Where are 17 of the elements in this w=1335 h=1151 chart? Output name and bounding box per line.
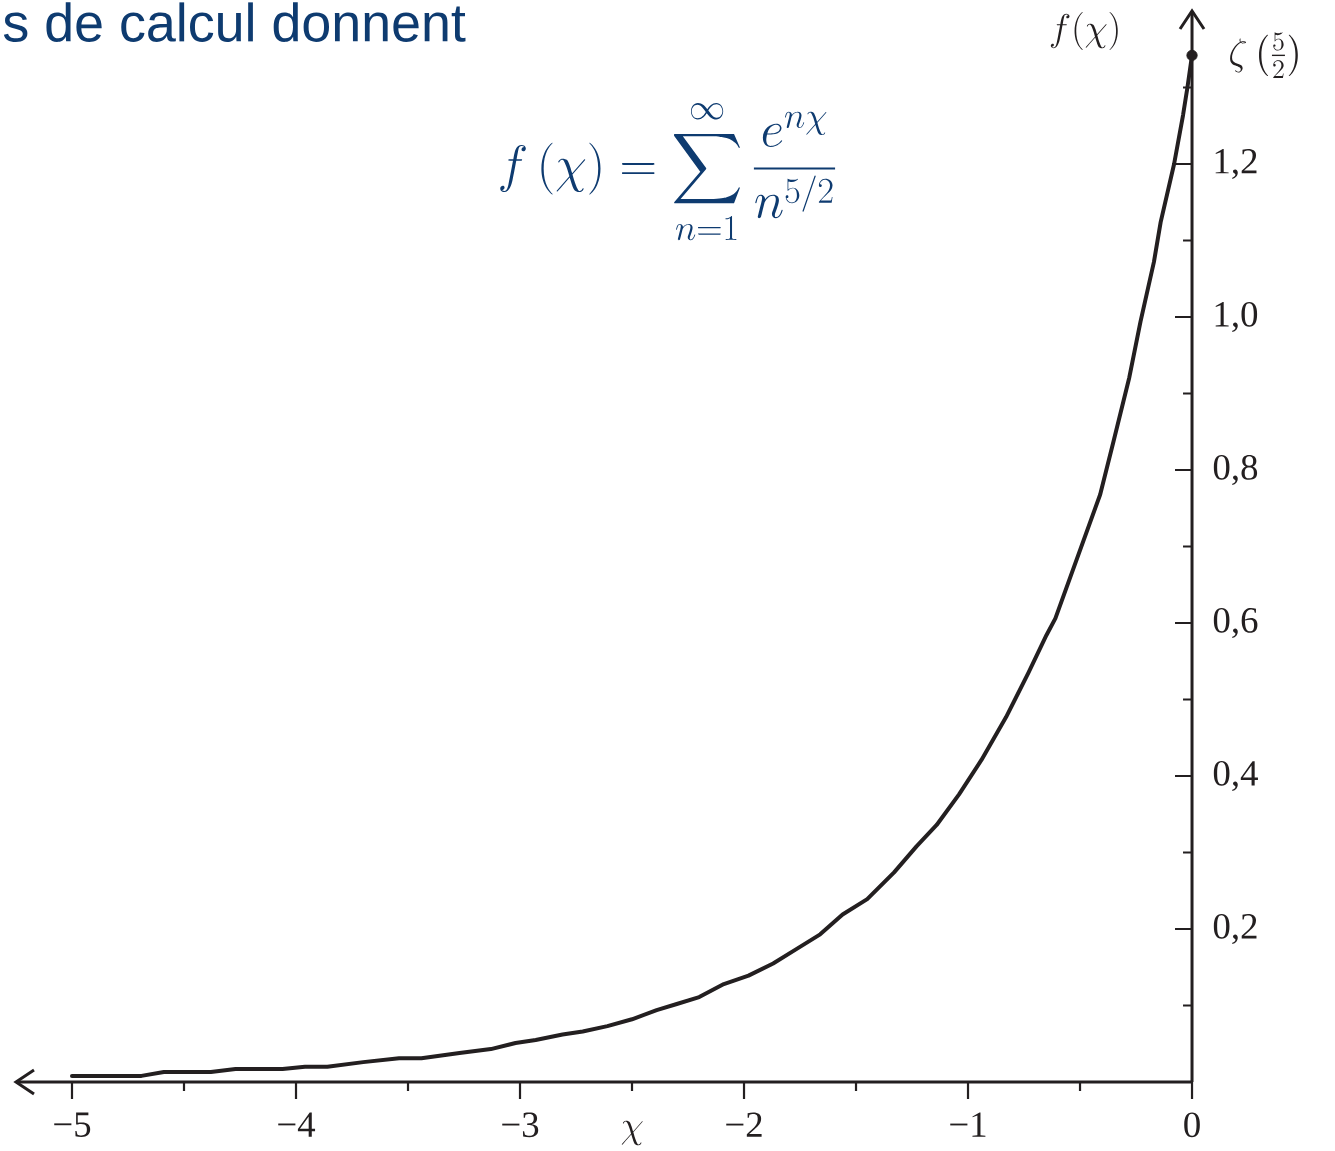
x-tick-label: −5 bbox=[54, 1112, 91, 1137]
y-tick-label: 0,2 bbox=[1213, 913, 1257, 945]
annotation: $f\left(\chi\right)=\sum_{n=1}^{\infty}\frac{e^{n\chi}}{n^{5/2}}$ bbox=[500, 102, 836, 241]
x-tick-label: 0 bbox=[1184, 1112, 1200, 1138]
y-tick-label: 0,8 bbox=[1213, 454, 1258, 486]
x-tick-label: −3 bbox=[502, 1112, 539, 1138]
x-axis-title: $\chi$ bbox=[621, 1120, 643, 1146]
y-tick-label: 0,4 bbox=[1213, 760, 1258, 792]
annotation: $\zeta\left(\frac{5}{2}\right)$ bbox=[1230, 32, 1298, 78]
y-tick-label: 1,0 bbox=[1215, 301, 1258, 333]
y-tick-label: 0,6 bbox=[1213, 607, 1258, 639]
x-tick-label: −1 bbox=[950, 1112, 986, 1137]
y-tick-label: 1,2 bbox=[1215, 148, 1257, 180]
chart-title: s de calcul donnent bbox=[3, 2, 466, 42]
x-tick-label: −2 bbox=[726, 1112, 762, 1137]
y-axis-title: $f(\chi)$ bbox=[1050, 12, 1118, 50]
x-tick-label: −4 bbox=[278, 1112, 316, 1137]
